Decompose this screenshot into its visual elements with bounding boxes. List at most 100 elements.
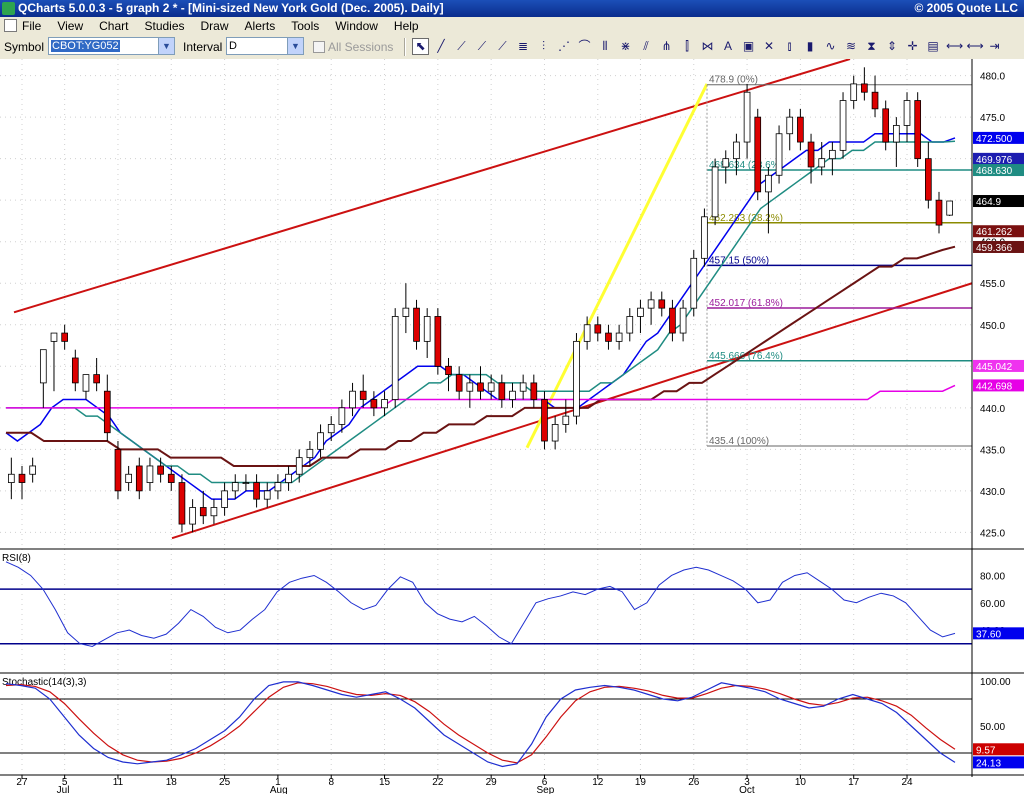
menu-item-help[interactable]: Help (393, 19, 419, 33)
menu-item-tools[interactable]: Tools (291, 19, 320, 33)
candle-body (50, 332, 58, 342)
candle-body (381, 399, 388, 409)
candle-body (349, 390, 356, 409)
candle-body (519, 382, 527, 392)
menu-item-window[interactable]: Window (335, 19, 378, 33)
document-icon[interactable] (4, 19, 17, 32)
fibonacci-arcs-icon[interactable]: ⌒ (578, 39, 591, 53)
bar-chart-style-icon[interactable]: ⫾ (787, 39, 792, 53)
line-tool-icon[interactable]: ╱ (437, 39, 445, 53)
ray-tool-icon[interactable]: ⟋ (457, 39, 466, 53)
trendline-upper (13, 59, 851, 314)
fibonacci-timezones-icon[interactable]: ⦀ (602, 39, 608, 53)
candle-body (669, 307, 676, 334)
speed-lines-icon[interactable]: ⫶ (541, 39, 545, 53)
candle-body (285, 473, 292, 483)
candle-body (178, 482, 186, 525)
candle-body (829, 149, 836, 160)
price-badge-label: 464.9 (976, 197, 1001, 208)
candle-body (445, 365, 452, 375)
data-window-icon[interactable]: ▤ (927, 39, 939, 53)
price-tick-label: 435.0 (980, 445, 1005, 456)
candle-body (850, 83, 858, 101)
andrews-pitchfork-icon[interactable]: ⋔ (661, 39, 672, 53)
rsi-panel-label: RSI(8) (2, 553, 31, 564)
interval-combobox[interactable]: D ▼ (226, 37, 304, 55)
candle-body (893, 125, 900, 143)
candle-body (487, 382, 495, 392)
stoch-badge-label: 24.13 (976, 758, 1001, 769)
candle-body (295, 457, 303, 475)
candle-body (615, 332, 623, 342)
candle-body (466, 382, 474, 392)
time-tick-label: 29 (486, 777, 498, 788)
zoom-out-icon[interactable]: ⟷ (966, 39, 984, 53)
menu-item-draw[interactable]: Draw (200, 19, 229, 33)
fib-level-label: 452.017 (61.8%) (709, 298, 783, 309)
chart-area[interactable]: 478.9 (0%) 468.634 (23.6%) 462.283 (38.2%)… (0, 59, 1024, 794)
stoch-badge-label: 9.57 (976, 745, 996, 756)
symbol-value[interactable]: CBOT:YG052 (51, 40, 120, 52)
regression-channel-icon[interactable]: ⫿ (685, 39, 689, 53)
candle-body (189, 507, 196, 525)
candle-body (818, 158, 826, 168)
candle-body (199, 507, 207, 517)
candle-body (754, 116, 762, 193)
line-chart-style-icon[interactable]: ∿ (825, 39, 836, 53)
candle-body (157, 465, 164, 475)
time-tick-label: 22 (432, 777, 444, 788)
interval-value[interactable]: D (229, 40, 237, 52)
gann-fan-icon[interactable]: ⋇ (620, 39, 631, 53)
candle-body (93, 374, 100, 384)
text-annotation-icon[interactable]: A (723, 39, 732, 53)
fib-swing-line (525, 83, 709, 449)
fib-level-label: 457.15 (50%) (709, 255, 769, 266)
fibonacci-retracement-icon[interactable]: ≣ (517, 39, 529, 53)
candlestick-style-icon[interactable]: ▮ (806, 39, 814, 53)
delete-drawing-icon[interactable]: ✕ (763, 39, 775, 53)
stoch-badge (973, 743, 1024, 756)
price-badge-label: 461.262 (976, 227, 1013, 238)
zoom-in-icon[interactable]: ⟷ (946, 39, 964, 53)
candle-body (263, 490, 271, 500)
menu-item-studies[interactable]: Studies (144, 19, 185, 33)
symbol-combobox[interactable]: CBOT:YG052 ▼ (48, 37, 175, 55)
chevron-down-icon[interactable]: ▼ (287, 38, 303, 54)
auto-scale-icon[interactable]: ⇕ (886, 39, 898, 53)
menu-items: File View Chart Studies Draw Alerts Tools Windo… (22, 19, 419, 33)
trendline-lower (171, 282, 973, 540)
symbol-label: Symbol (4, 40, 45, 54)
extended-line-tool-icon[interactable]: ⟋ (477, 39, 487, 53)
menu-item-chart[interactable]: Chart (99, 19, 129, 33)
menu-item-file[interactable]: File (22, 19, 42, 33)
cycle-lines-icon[interactable]: ⋈ (701, 39, 714, 53)
price-badge-label: 445.042 (976, 362, 1013, 373)
time-tick-label: 26 (688, 777, 700, 788)
price-tick-label: 480.0 (980, 72, 1005, 83)
candle-body (882, 108, 890, 143)
fibonacci-fan-icon[interactable]: ⋰ (558, 39, 570, 53)
menu-item-view[interactable]: View (57, 19, 84, 33)
stoch-line (5, 682, 956, 764)
crosshair-icon[interactable]: ✛ (907, 39, 918, 53)
menu-item-alerts[interactable]: Alerts (244, 19, 276, 33)
pointer-tool-icon[interactable]: ⬉ (412, 38, 429, 55)
log-scale-icon[interactable]: ≋ (845, 39, 857, 53)
scale-icon[interactable]: ⧗ (867, 39, 876, 53)
time-tick-label: 8 (328, 777, 334, 788)
fib-level-label: 468.634 (23.6%) (709, 160, 783, 171)
scroll-end-icon[interactable]: ⇥ (989, 39, 1000, 53)
candle-body (402, 307, 410, 317)
candle-body (722, 158, 730, 168)
price-badge-label: 468.630 (976, 166, 1013, 177)
candle-body (274, 482, 282, 492)
parallel-channel-icon[interactable]: ⫽ (643, 39, 649, 53)
chevron-down-icon[interactable]: ▼ (158, 38, 174, 54)
toolbar: Symbol CBOT:YG052 ▼ Interval D ▼ All Ses… (0, 35, 1024, 60)
time-tick-label: 3 (744, 777, 750, 788)
chart-properties-icon[interactable]: ▣ (742, 39, 755, 53)
trendline-tool-icon[interactable]: ⟋ (498, 39, 507, 53)
title-bar: QCharts 5.0.0.3 - 5 graph 2 * - [Mini-si… (0, 0, 1024, 17)
all-sessions-checkbox[interactable] (313, 41, 325, 53)
price-badge (973, 195, 1024, 208)
